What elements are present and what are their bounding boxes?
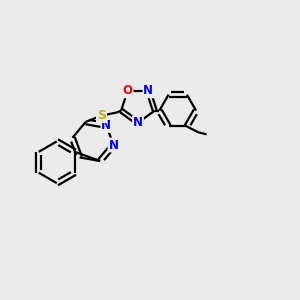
Text: N: N — [143, 84, 153, 97]
Text: N: N — [133, 116, 143, 129]
Text: O: O — [123, 84, 133, 97]
Text: S: S — [97, 109, 106, 122]
Text: N: N — [101, 119, 111, 132]
Text: N: N — [109, 139, 118, 152]
